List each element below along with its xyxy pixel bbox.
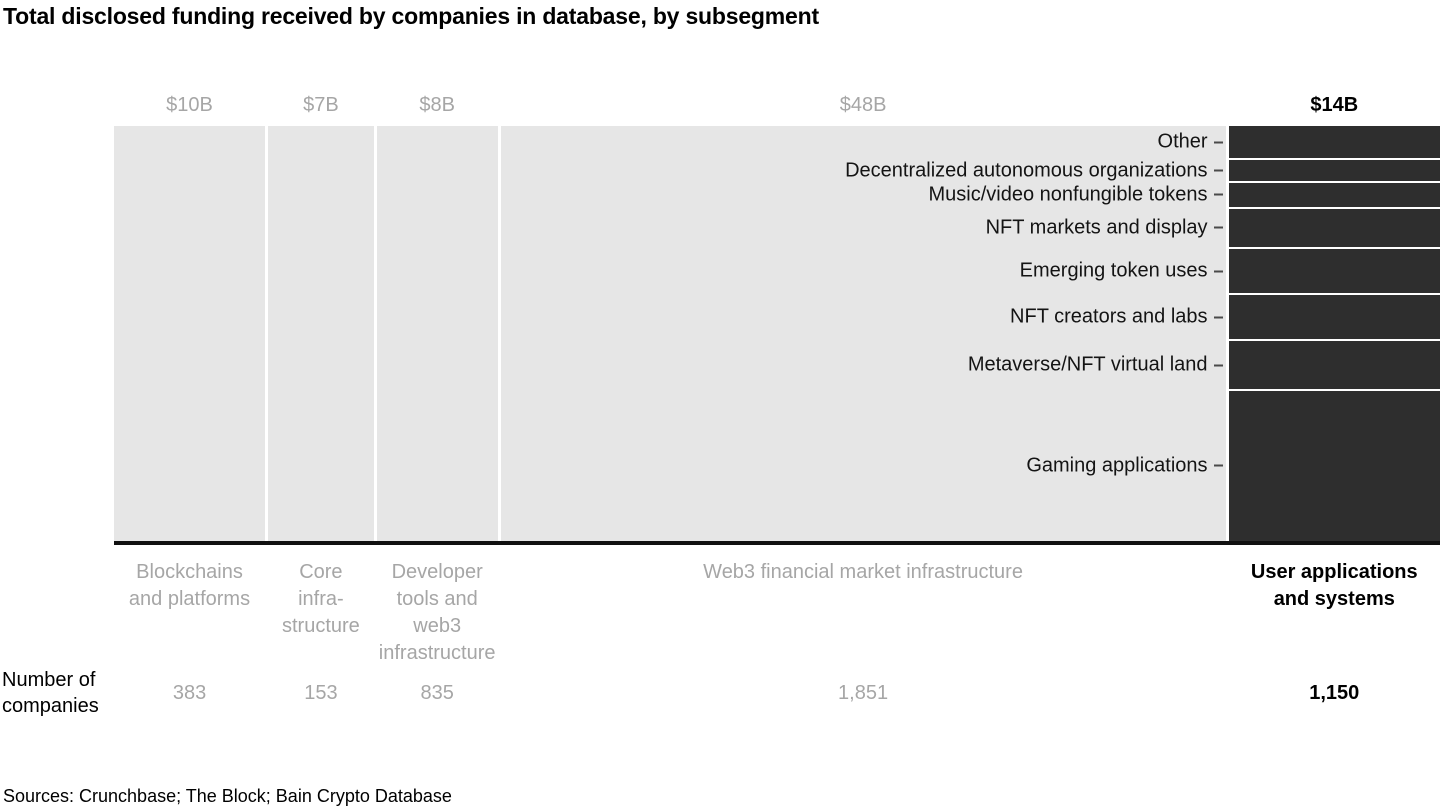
segment-label-gaming-applications: Gaming applications — [1026, 454, 1223, 477]
companies-count-web3-financial-market-infrastructure: 1,851 — [838, 682, 889, 704]
segment-label-nft-markets-and-display: NFT markets and display — [986, 216, 1223, 239]
companies-row-label: Number of companies — [2, 669, 99, 717]
segment-tick-icon — [1213, 316, 1223, 319]
bar-segment-other: Other — [1158, 126, 1440, 159]
bar-segment-nft-creators-and-labs: NFT creators and labs — [1010, 295, 1440, 340]
segment-label-nft-creators-and-labs: NFT creators and labs — [1010, 306, 1223, 329]
segment-tick-icon — [1213, 226, 1223, 229]
segment-label-music-video-nonfungible-tokens: Music/video nonfungible tokens — [928, 183, 1223, 206]
bar-segment-gaming-applications: Gaming applications — [1026, 390, 1440, 542]
funding-value-label-core-infra-structure: $7B — [303, 94, 339, 116]
segment-tick-icon — [1213, 464, 1223, 467]
column-label-core-infra-structure: Core infra- structure — [281, 561, 360, 637]
companies-count-developer-tools-and-web3-infrastructure: 835 — [420, 682, 454, 704]
segment-label-text: Music/video nonfungible tokens — [928, 183, 1208, 206]
companies-count-user-applications-and-systems: 1,150 — [1309, 682, 1360, 704]
segment-label-text: NFT creators and labs — [1010, 305, 1208, 328]
bar-segment-music-video-nonfungible-tokens: Music/video nonfungible tokens — [928, 183, 1440, 207]
segment-tick-icon — [1213, 193, 1223, 196]
bar-column-core-infra-structure: $7B Core infra- structure 153 — [268, 94, 374, 704]
segment-tick-icon — [1213, 270, 1223, 273]
column-label-blockchains-and-platforms: Blockchains and platforms — [128, 561, 251, 610]
funding-value-label-blockchains-and-platforms: $10B — [166, 94, 213, 116]
bar-column-developer-tools-and-web3-infrastructure: $8B Developer tools and web3 infrastructu… — [376, 94, 498, 704]
column-label-developer-tools-and-web3-infrastructure: Developer tools and web3 infrastructure — [378, 561, 496, 664]
segment-tick-icon — [1213, 141, 1223, 144]
page-title: Total disclosed funding received by comp… — [3, 3, 819, 29]
segment-label-decentralized-autonomous-organizations: Decentralized autonomous organizations — [845, 159, 1223, 182]
segment-label-text: Metaverse/NFT virtual land — [967, 353, 1208, 376]
bar-column-blockchains-and-platforms: $10B Blockchains and platforms 383 — [114, 94, 266, 704]
segment-label-emerging-token-uses: Emerging token uses — [1020, 260, 1223, 283]
companies-count-blockchains-and-platforms: 383 — [172, 682, 207, 704]
bar-column-user-applications-and-systems: $14B Other Decentralized autonomous organi… — [845, 94, 1440, 704]
bar-segment-metaverse-nft-virtual-land: Metaverse/NFT virtual land — [968, 341, 1440, 389]
funding-value-label-developer-tools-and-web3-infrastructure: $8B — [419, 94, 455, 116]
segment-label-metaverse-nft-virtual-land: Metaverse/NFT virtual land — [968, 354, 1223, 377]
bar-segment-decentralized-autonomous-organizations: Decentralized autonomous organizations — [845, 159, 1440, 181]
funding-value-label-web3-financial-market-infrastructure: $48B — [839, 94, 887, 116]
segment-tick-icon — [1213, 364, 1223, 367]
column-label-web3-financial-market-infrastructure: Web3 financial market infrastructure — [703, 561, 1023, 583]
source-note: Sources: Crunchbase; The Block; Bain Cry… — [3, 786, 452, 806]
x-axis-line — [114, 541, 1440, 545]
companies-count-core-infra-structure: 153 — [304, 682, 338, 704]
column-label-user-applications-and-systems: User applications and systems — [1250, 561, 1418, 610]
segment-label-other: Other — [1158, 131, 1223, 154]
chart-area: $10B Blockchains and platforms 383 $7B Core … — [114, 94, 1440, 704]
segment-label-text: Decentralized autonomous organizations — [845, 159, 1208, 182]
funding-value-label-user-applications-and-systems: $14B — [1310, 94, 1359, 116]
segment-tick-icon — [1213, 169, 1223, 172]
segment-label-text: Emerging token uses — [1019, 259, 1208, 282]
segment-label-text: Other — [1157, 130, 1208, 153]
bar-segment-emerging-token-uses: Emerging token uses — [1020, 249, 1440, 294]
bar-column-web3-financial-market-infrastructure: $48B Web3 financial market infrastructure… — [500, 94, 1226, 704]
bar-segment-nft-markets-and-display: NFT markets and display — [986, 208, 1440, 247]
segment-label-text: Gaming applications — [1026, 454, 1208, 477]
segment-label-text: NFT markets and display — [985, 216, 1208, 239]
